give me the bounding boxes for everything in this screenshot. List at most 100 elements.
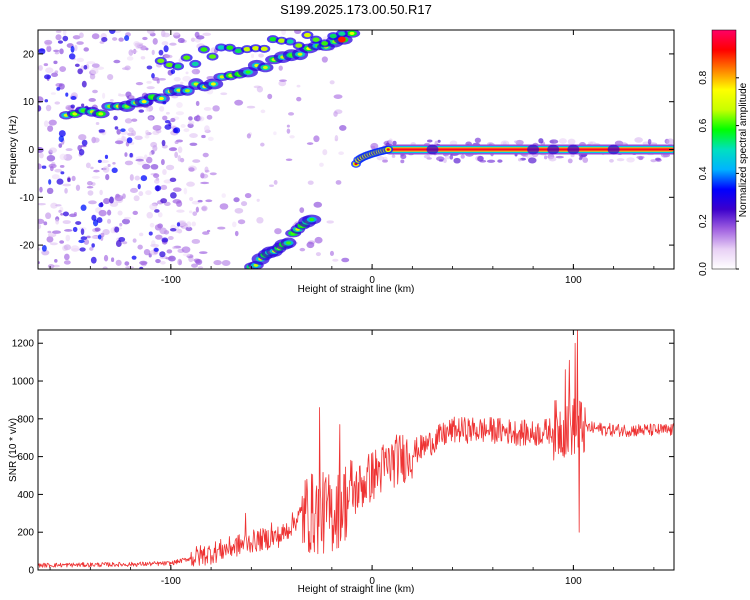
spectrogram-blob: [453, 157, 461, 164]
spectrogram-blob: [426, 139, 433, 143]
spectrogram-blob: [124, 160, 134, 166]
spectrogram-blob: [303, 32, 311, 38]
spectrogram-blob: [217, 226, 226, 230]
spectrogram-blob: [607, 144, 620, 155]
spectrogram-blob: [262, 65, 268, 70]
spectrogram-blob: [154, 179, 160, 184]
colorbar-tick-label: 0.6: [698, 118, 709, 132]
spectrogram-blob: [237, 219, 246, 225]
spectrogram-blob: [47, 264, 55, 269]
spectrogram-blob: [81, 103, 85, 107]
spectrogram-blob: [99, 189, 103, 196]
spectrogram-blob: [64, 253, 70, 261]
spectrogram-blob: [256, 198, 260, 202]
spectrogram-blob: [312, 37, 320, 42]
spectrogram-blob: [48, 179, 52, 185]
spectrogram-blob: [169, 228, 177, 232]
spectrogram-blob: [102, 166, 110, 173]
spectrogram-blob: [513, 140, 518, 143]
spectrogram-blob: [183, 55, 191, 60]
spectrogram-blob: [100, 202, 104, 208]
spectrogram-blob: [207, 136, 214, 142]
spectrogram-blob: [78, 134, 87, 141]
spectrogram-blob: [149, 203, 158, 211]
spectrogram-blob: [157, 78, 166, 81]
spectrogram-blob: [130, 187, 138, 194]
spectrogram-blob: [146, 80, 152, 84]
spectrogram-blob: [60, 213, 64, 216]
spectrogram-blob: [200, 181, 210, 185]
spectrogram-blob: [95, 122, 100, 126]
spectrogram-blob: [132, 210, 138, 216]
spectrogram-blob: [121, 241, 128, 245]
spectrogram-blob: [400, 159, 405, 164]
spectrogram-blob: [121, 218, 131, 225]
spectrogram-blob: [106, 209, 112, 216]
spectrogram-blob: [75, 184, 81, 191]
spectrogram-blob: [269, 36, 277, 42]
spectrogram-blob: [103, 198, 111, 205]
spectrogram-blob: [109, 30, 116, 34]
spectrogram-blob: [38, 163, 42, 170]
spectrogram-blob: [135, 158, 145, 162]
spectrogram-blob: [168, 147, 178, 152]
spectrogram-blob: [78, 148, 85, 156]
spectrogram-blob: [163, 54, 173, 59]
spectrogram-blob: [70, 96, 77, 100]
spectrogram-blob: [128, 49, 134, 56]
spectrogram-blob: [46, 45, 52, 53]
spectrogram-blob: [313, 135, 320, 143]
spectrogram-blob: [105, 174, 110, 181]
spectrogram-blob: [79, 32, 84, 39]
spectrogram-blob: [636, 155, 645, 159]
spectrogram-blob: [616, 158, 625, 162]
spectrogram-blob: [202, 32, 212, 37]
spectrogram-blob: [137, 183, 141, 190]
spectrogram-blob: [174, 64, 182, 69]
spectrogram-blob: [194, 31, 200, 38]
spectrogram-blob: [62, 30, 67, 36]
spectrogram-blob: [38, 218, 45, 225]
colorbar-gradient: [711, 29, 737, 270]
spectrogram-blob: [170, 192, 177, 199]
spectrogram-ytick-label: 20: [23, 49, 35, 60]
spectrogram-blob: [55, 34, 62, 41]
spectrogram-blob: [91, 175, 101, 179]
spectrogram-blob: [92, 89, 98, 94]
spectrogram-blob: [567, 144, 580, 155]
spectrogram-blob: [176, 200, 183, 207]
spectrogram-blob: [166, 249, 173, 254]
spectrogram-blob: [38, 202, 46, 206]
spectrogram-blob: [278, 65, 283, 71]
colorbar-tick-label: 0.4: [698, 166, 709, 180]
spectrogram-blob: [81, 139, 88, 146]
spectrogram-blob: [110, 257, 115, 263]
spectrogram-blob: [109, 98, 114, 102]
spectrogram-blob: [182, 75, 192, 82]
spectrogram-blob: [449, 154, 454, 160]
spectrogram-blob: [486, 159, 496, 163]
spectrogram-blob: [59, 153, 67, 160]
spectrogram-blob: [141, 163, 151, 170]
spectrogram-blob: [137, 160, 146, 166]
spectrogram-blob: [299, 207, 305, 214]
spectrogram-blob: [210, 82, 216, 86]
spectrogram-blob: [46, 187, 54, 195]
spectrogram-blob: [260, 109, 266, 114]
spectrogram-blob: [181, 246, 191, 253]
spectrogram-blob: [161, 237, 169, 243]
spectrogram-blob: [175, 111, 185, 116]
spectrogram-blob: [161, 139, 166, 147]
spectrogram-blob: [173, 77, 181, 82]
spectrogram-blob: [96, 217, 103, 224]
spectrogram-blob: [221, 260, 231, 266]
spectrogram-xtick-label: 100: [565, 275, 582, 286]
spectrogram-blob: [49, 165, 54, 172]
spectrogram-blob: [56, 87, 61, 91]
spectrogram-blob: [186, 221, 192, 228]
colorbar-tick-label: 0.8: [698, 70, 709, 84]
spectrogram-blob: [38, 147, 44, 154]
spectrogram-blob: [163, 179, 172, 184]
spectrogram-blob: [176, 88, 182, 92]
spectrogram-blob: [313, 201, 323, 208]
